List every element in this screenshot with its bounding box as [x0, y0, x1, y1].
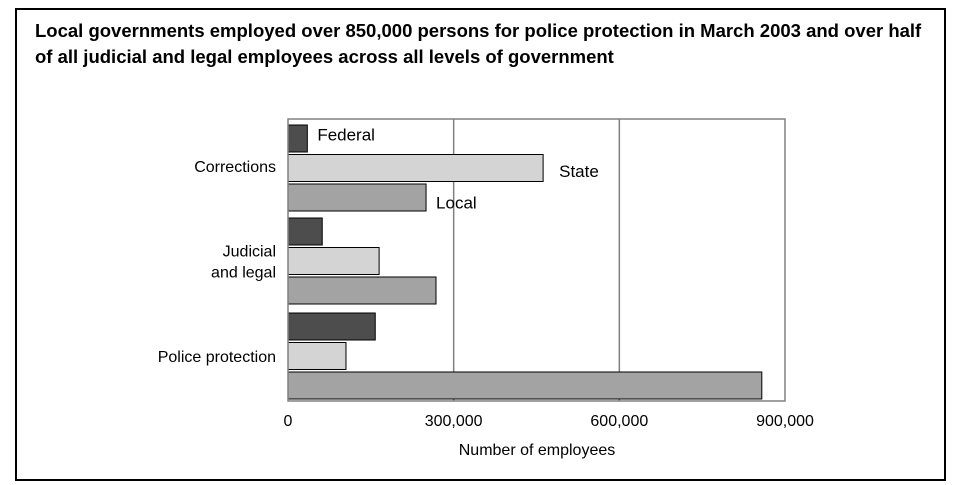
series-label-state: State — [559, 162, 599, 181]
bar-federal-corrections — [287, 124, 308, 153]
category-label: Police protection — [158, 349, 276, 366]
bar-federal-judicial-and-legal — [287, 217, 323, 246]
bar-local-police-protection — [287, 371, 763, 400]
bar-state-judicial-and-legal — [287, 247, 380, 275]
category-labels: Corrections Judicial and legal Police prote… — [158, 159, 276, 366]
x-tick-label: 900,000 — [756, 413, 814, 430]
chart-frame: Local governments employed over 850,000 … — [15, 8, 946, 481]
bar-local-judicial-and-legal — [287, 276, 437, 305]
bar-state-corrections — [287, 154, 544, 182]
x-tick-label: 600,000 — [590, 413, 648, 430]
series-label-local: Local — [436, 194, 477, 213]
bar-federal-police-protection — [287, 312, 376, 341]
category-label: Corrections — [194, 159, 276, 176]
x-tick-label: 0 — [284, 413, 293, 430]
chart-title: Local governments employed over 850,000 … — [35, 20, 922, 67]
bar-state-police-protection — [287, 342, 347, 370]
x-tick-labels: 0 300,000 600,000 900,000 — [284, 413, 814, 430]
plot-area — [287, 118, 786, 402]
x-tick-label: 300,000 — [425, 413, 483, 430]
series-labels: Federal State Local — [317, 126, 599, 213]
category-label: Judicial — [223, 244, 276, 261]
bars — [287, 124, 763, 400]
series-label-federal: Federal — [317, 126, 375, 145]
x-axis-label: Number of employees — [459, 442, 616, 459]
bar-local-corrections — [287, 183, 427, 212]
category-label: and legal — [211, 265, 276, 282]
